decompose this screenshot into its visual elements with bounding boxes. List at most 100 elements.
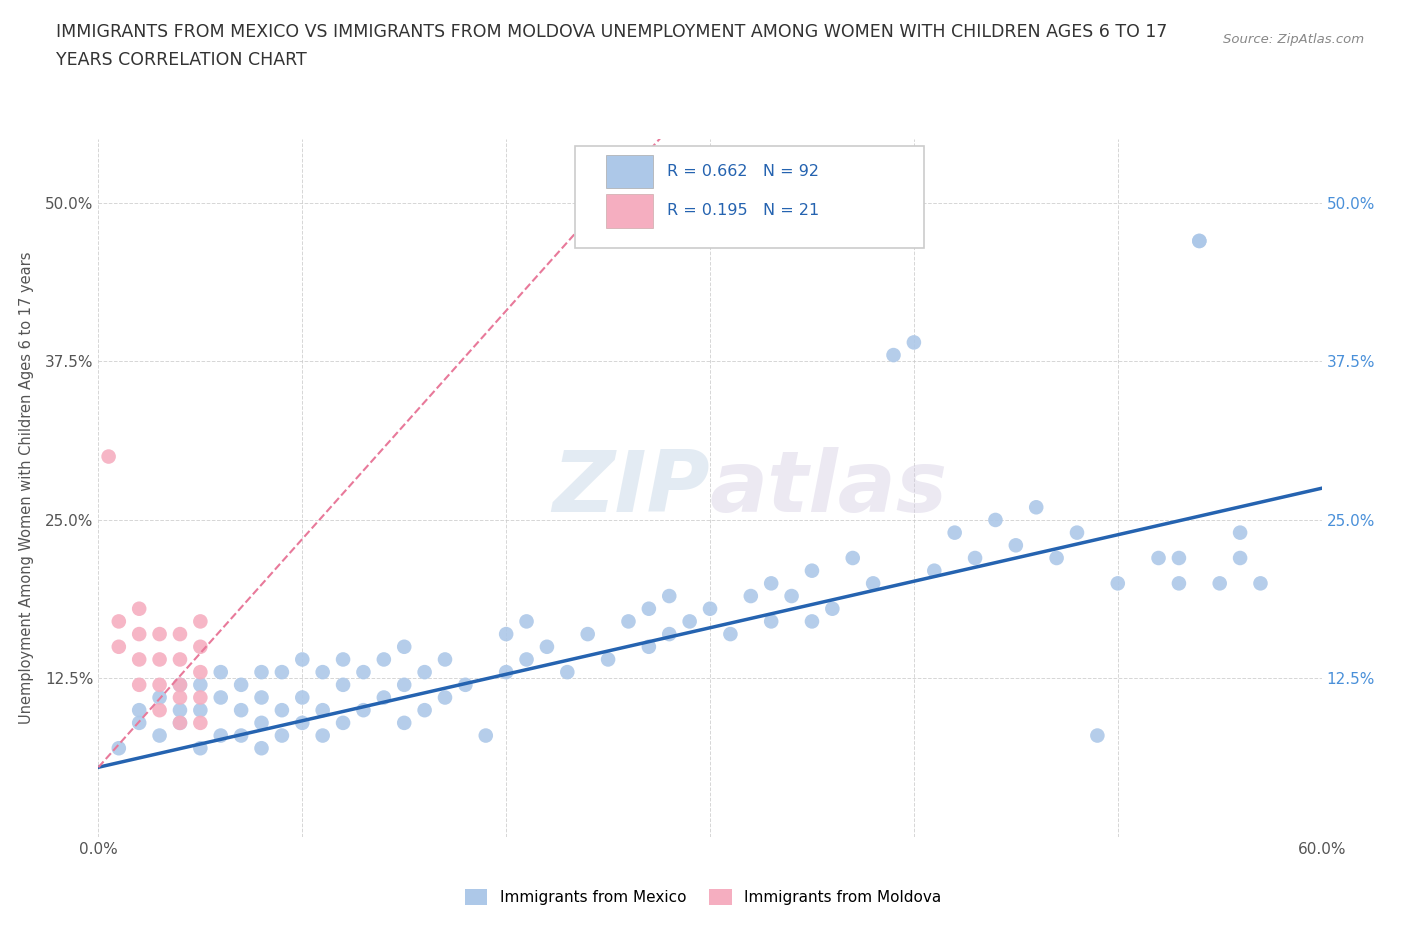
Point — [332, 677, 354, 692]
Point — [1249, 576, 1271, 591]
Point — [392, 677, 416, 692]
Point — [169, 652, 191, 667]
Point — [801, 614, 824, 629]
Point — [883, 348, 905, 363]
Point — [188, 741, 212, 756]
Point — [250, 665, 273, 680]
FancyBboxPatch shape — [606, 194, 652, 228]
Point — [188, 665, 212, 680]
Point — [291, 652, 314, 667]
Point — [373, 652, 395, 667]
Point — [761, 576, 783, 591]
Point — [169, 677, 191, 692]
Point — [231, 677, 253, 692]
Point — [536, 639, 558, 654]
Point — [128, 703, 150, 718]
Point — [312, 665, 335, 680]
Point — [169, 715, 191, 730]
Point — [352, 665, 374, 680]
Point — [495, 627, 517, 642]
Point — [332, 652, 354, 667]
Point — [128, 677, 150, 692]
Point — [188, 690, 212, 705]
Point — [434, 690, 457, 705]
Point — [149, 703, 172, 718]
Point — [149, 690, 172, 705]
Point — [128, 627, 150, 642]
Point — [291, 690, 314, 705]
Point — [352, 703, 374, 718]
Point — [169, 677, 191, 692]
Point — [332, 715, 354, 730]
Point — [516, 652, 538, 667]
Point — [1167, 576, 1189, 591]
Point — [821, 602, 844, 617]
Point — [188, 639, 212, 654]
Point — [108, 614, 131, 629]
Point — [128, 652, 150, 667]
Point — [1004, 538, 1026, 552]
Point — [658, 589, 681, 604]
Point — [209, 665, 232, 680]
Point — [392, 639, 416, 654]
Point — [720, 627, 742, 642]
Point — [169, 715, 191, 730]
Point — [984, 512, 1007, 527]
Point — [1045, 551, 1069, 565]
Point — [312, 703, 335, 718]
Point — [149, 728, 172, 743]
Point — [169, 690, 191, 705]
Text: R = 0.662   N = 92: R = 0.662 N = 92 — [668, 164, 820, 179]
Point — [270, 728, 294, 743]
Point — [1188, 233, 1211, 248]
Point — [658, 627, 681, 642]
Point — [270, 665, 294, 680]
Point — [617, 614, 640, 629]
Text: IMMIGRANTS FROM MEXICO VS IMMIGRANTS FROM MOLDOVA UNEMPLOYMENT AMONG WOMEN WITH : IMMIGRANTS FROM MEXICO VS IMMIGRANTS FRO… — [56, 23, 1167, 41]
Point — [1085, 728, 1108, 743]
Point — [128, 602, 150, 617]
Point — [209, 728, 232, 743]
Point — [169, 703, 191, 718]
Text: Source: ZipAtlas.com: Source: ZipAtlas.com — [1223, 33, 1364, 46]
Point — [801, 564, 824, 578]
Point — [474, 728, 498, 743]
Point — [576, 627, 599, 642]
Point — [638, 602, 661, 617]
Point — [903, 335, 925, 350]
Point — [413, 665, 436, 680]
Point — [250, 690, 273, 705]
Point — [169, 627, 191, 642]
Point — [841, 551, 863, 565]
Point — [392, 715, 416, 730]
Point — [188, 677, 212, 692]
Point — [188, 715, 212, 730]
Point — [149, 652, 172, 667]
Point — [1229, 525, 1251, 540]
Point — [250, 715, 273, 730]
Point — [312, 728, 335, 743]
Point — [1066, 525, 1088, 540]
Point — [679, 614, 702, 629]
Point — [209, 690, 232, 705]
Point — [862, 576, 884, 591]
Point — [943, 525, 966, 540]
Point — [1107, 576, 1129, 591]
Point — [1167, 551, 1189, 565]
FancyBboxPatch shape — [606, 155, 652, 189]
Point — [1147, 551, 1170, 565]
Point — [761, 614, 783, 629]
Text: atlas: atlas — [710, 446, 948, 530]
Point — [149, 677, 172, 692]
Text: ZIP: ZIP — [553, 446, 710, 530]
Point — [231, 703, 253, 718]
Point — [965, 551, 987, 565]
Text: YEARS CORRELATION CHART: YEARS CORRELATION CHART — [56, 51, 307, 69]
Point — [291, 715, 314, 730]
Point — [699, 602, 721, 617]
Point — [97, 449, 120, 464]
Point — [413, 703, 436, 718]
Point — [1209, 576, 1232, 591]
Point — [740, 589, 762, 604]
Point — [149, 627, 172, 642]
